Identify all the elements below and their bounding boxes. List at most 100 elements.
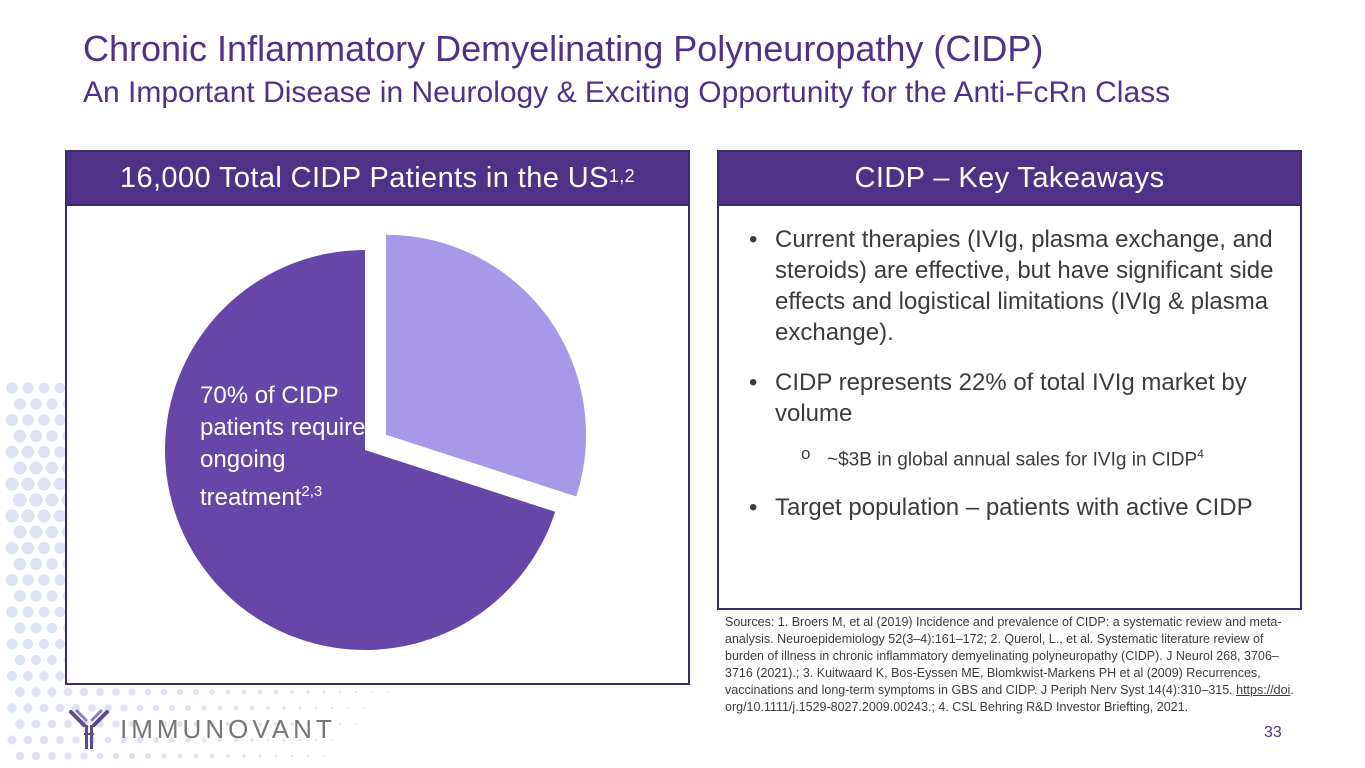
takeaways-panel: CIDP – Key Takeaways Current therapies (… xyxy=(717,150,1302,610)
decorative-dot xyxy=(47,719,57,729)
hollow-circle-bullet-icon: o xyxy=(801,444,811,463)
decorative-dot xyxy=(201,737,207,743)
decorative-dot xyxy=(217,737,223,743)
decorative-dot xyxy=(38,638,50,650)
decorative-dot xyxy=(79,687,89,697)
decorative-dot xyxy=(176,688,184,696)
antibody-icon xyxy=(69,709,109,749)
immunovant-logo: IMMUNOVANT xyxy=(68,708,336,750)
decorative-dot xyxy=(22,574,34,586)
decorative-dot xyxy=(144,720,152,728)
decorative-dot xyxy=(29,429,43,443)
decorative-dot xyxy=(6,382,18,394)
decorative-dot xyxy=(54,606,66,618)
decorative-dot xyxy=(15,719,25,729)
pie-annotation-text: 70% of CIDP patients require ongoing tre… xyxy=(200,382,366,511)
decorative-dot xyxy=(39,671,49,681)
decorative-dot xyxy=(30,654,42,666)
decorative-dot xyxy=(55,639,65,649)
decorative-dot xyxy=(31,719,41,729)
decorative-dot xyxy=(38,414,50,426)
takeaways-panel-header: CIDP – Key Takeaways xyxy=(719,152,1300,206)
decorative-dot xyxy=(145,753,151,759)
decorative-dot xyxy=(46,430,58,442)
decorative-dot xyxy=(47,687,57,697)
decorative-dot xyxy=(363,707,365,709)
decorative-dot xyxy=(387,691,389,693)
decorative-dot xyxy=(298,738,302,742)
decorative-dot xyxy=(177,721,183,727)
decorative-dot xyxy=(5,541,19,555)
decorative-dot xyxy=(371,691,373,693)
decorative-dot xyxy=(54,542,66,554)
decorative-dot xyxy=(47,655,57,665)
decorative-dot xyxy=(225,721,231,727)
decorative-dot xyxy=(22,382,34,394)
decorative-dot xyxy=(5,477,19,491)
page-subtitle: An Important Disease in Neurology & Exci… xyxy=(83,76,1171,109)
takeaway-sub-bullet-footnote: 4 xyxy=(1197,447,1204,461)
decorative-dot xyxy=(120,736,128,744)
cidp-pie-chart xyxy=(165,234,587,651)
decorative-dot xyxy=(22,606,34,618)
takeaway-bullet-2: CIDP represents 22% of total IVIg market… xyxy=(749,367,1279,473)
decorative-dot xyxy=(13,525,27,539)
decorative-dot xyxy=(21,541,35,555)
decorative-dot xyxy=(63,719,73,729)
decorative-dot xyxy=(38,606,50,618)
decorative-dot xyxy=(217,705,223,711)
decorative-dot xyxy=(31,751,41,761)
decorative-dot xyxy=(169,737,175,743)
decorative-dot xyxy=(30,622,42,634)
takeaway-bullet-2-text: CIDP represents 22% of total IVIg market… xyxy=(775,369,1247,427)
decorative-dot xyxy=(314,738,318,742)
decorative-dot xyxy=(338,690,342,694)
decorative-dot xyxy=(46,622,58,634)
decorative-dot xyxy=(29,461,43,475)
decorative-dot xyxy=(7,735,17,745)
decorative-dot xyxy=(234,738,238,742)
decorative-dot xyxy=(22,638,34,650)
decorative-dot xyxy=(6,638,18,650)
decorative-dot xyxy=(282,706,286,710)
decorative-dot xyxy=(249,705,255,711)
decorative-dot xyxy=(152,704,160,712)
decorative-dot xyxy=(136,704,144,712)
takeaways-list: Current therapies (IVIg, plasma exchange… xyxy=(749,224,1279,542)
decorative-dot xyxy=(21,445,35,459)
decorative-dot xyxy=(23,703,33,713)
doi-link[interactable]: https://doi xyxy=(1236,683,1291,697)
decorative-dot xyxy=(120,704,128,712)
decorative-dot xyxy=(14,398,26,410)
decorative-dot xyxy=(274,722,278,726)
decorative-dot xyxy=(5,445,19,459)
decorative-dot xyxy=(128,752,136,760)
decorative-dot xyxy=(23,735,33,745)
patients-panel: 16,000 Total CIDP Patients in the US 1,2 … xyxy=(65,150,690,685)
page-title: Chronic Inflammatory Demyelinating Polyn… xyxy=(83,28,1044,69)
decorative-dot xyxy=(55,671,65,681)
decorative-dot xyxy=(330,706,334,710)
decorative-dot xyxy=(38,574,50,586)
decorative-dot xyxy=(185,705,191,711)
decorative-dot xyxy=(22,414,34,426)
decorative-dot xyxy=(323,755,325,757)
sources-citation: Sources: 1. Broers M, et al (2019) Incid… xyxy=(725,614,1305,716)
decorative-dot xyxy=(45,493,59,507)
decorative-dot xyxy=(15,687,25,697)
decorative-dot xyxy=(258,754,262,758)
decorative-dot xyxy=(273,689,279,695)
decorative-dot xyxy=(46,558,58,570)
decorative-dot xyxy=(241,721,247,727)
decorative-dot xyxy=(290,690,294,694)
decorative-dot xyxy=(274,754,278,758)
decorative-dot xyxy=(38,382,50,394)
decorative-dot xyxy=(136,736,144,744)
decorative-dot xyxy=(160,688,168,696)
takeaway-bullet-1-text: Current therapies (IVIg, plasma exchange… xyxy=(775,226,1274,346)
decorative-dot xyxy=(209,689,215,695)
decorative-dot xyxy=(54,382,66,394)
decorative-dot xyxy=(112,720,120,728)
decorative-dot xyxy=(290,722,294,726)
decorative-dot xyxy=(104,704,112,712)
